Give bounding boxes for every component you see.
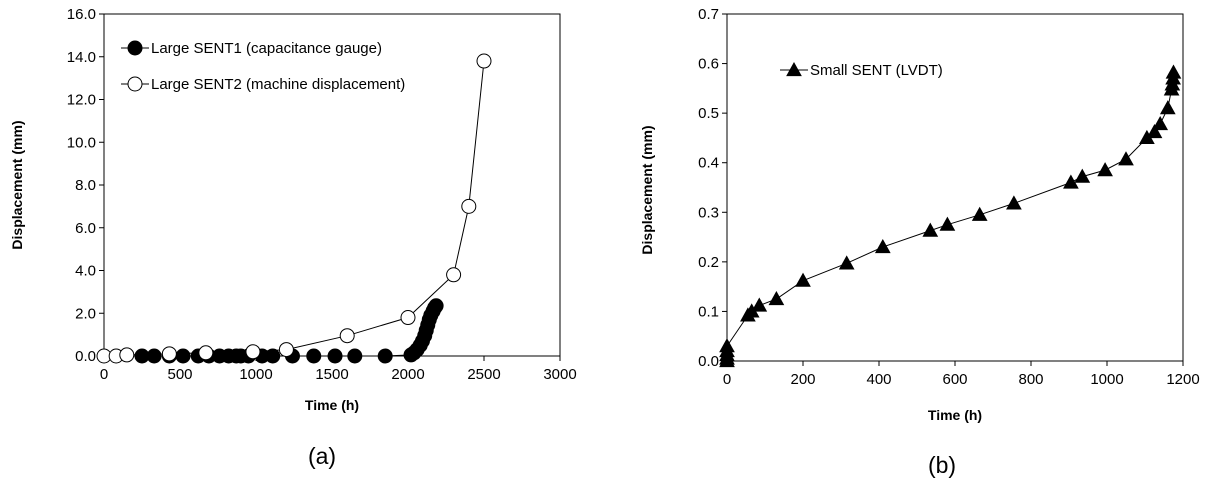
data-point: [119, 347, 135, 363]
data-point: [971, 206, 988, 221]
data-point: [1159, 100, 1176, 115]
data-point: [1097, 162, 1113, 177]
y-tick-label: 0.1: [698, 303, 719, 320]
panel-label-a: (a): [308, 443, 336, 469]
legend-entry: Small SENT (LVDT): [780, 61, 943, 79]
data-point: [751, 297, 768, 312]
data-point: [400, 310, 416, 326]
legend-label: Large SENT2 (machine displacement): [151, 76, 405, 93]
x-axis-title-a: Time (h): [305, 397, 359, 413]
plot-area-a: [103, 13, 561, 357]
y-tick-label: 0.4: [698, 155, 719, 172]
legend-entry: Large SENT2 (machine displacement): [121, 76, 405, 93]
y-tick-label: 12.0: [67, 92, 96, 109]
ticks-a: 0 500 1000 1500 2000 2500 3000 0.0 2.0 4.0 6.0 8.0 1…: [67, 6, 577, 383]
data-point: [1074, 168, 1091, 183]
y-tick-label: 0.5: [698, 105, 719, 122]
data-point: [428, 298, 444, 314]
y-tick-label: 0.0: [75, 348, 96, 365]
x-tick-label: 2000: [391, 366, 424, 383]
legend-b: Small SENT (LVDT): [780, 61, 943, 79]
data-point: [461, 198, 477, 214]
y-tick-label: 8.0: [75, 177, 96, 194]
y-axis-title-b: Displacement (mm): [639, 125, 655, 254]
data-point: [768, 291, 785, 306]
y-tick-label: 14.0: [67, 49, 96, 66]
series-a: [96, 53, 492, 364]
legend-a: Large SENT1 (capacitance gauge) Large SEN…: [121, 40, 405, 93]
data-point: [1152, 116, 1169, 131]
y-tick-label: 0.6: [698, 56, 719, 73]
x-tick-label: 1000: [1090, 371, 1123, 388]
legend-marker: [127, 40, 143, 56]
ticks-b: 0 200 400 600 800 1000 1200 0.0 0.1 0.2 0.3 0.4 0.5 0…: [698, 6, 1200, 388]
x-tick-label: 1000: [239, 366, 272, 383]
data-point: [874, 238, 891, 254]
y-tick-label: 4.0: [75, 263, 96, 280]
data-point: [719, 338, 735, 353]
y-tick-label: 10.0: [67, 134, 96, 151]
series-0: [719, 64, 1182, 368]
data-point: [1118, 151, 1134, 166]
legend-label: Small SENT (LVDT): [810, 62, 943, 79]
y-tick-label: 0.7: [698, 6, 719, 23]
chart-panel-b: 0 200 400 600 800 1000 1200 0.0 0.1 0.2 0.3 0.4 0.5 0…: [639, 6, 1200, 478]
legend-marker: [786, 61, 802, 77]
data-point: [175, 348, 191, 364]
legend-marker: [127, 76, 143, 92]
x-tick-label: 1200: [1166, 371, 1199, 388]
data-point: [306, 348, 322, 364]
data-point: [265, 348, 281, 364]
series-1: [96, 53, 492, 364]
x-tick-label: 400: [866, 371, 891, 388]
x-tick-label: 200: [790, 371, 815, 388]
data-point: [939, 216, 956, 231]
data-point: [327, 348, 343, 364]
x-tick-label: 500: [167, 366, 192, 383]
data-point: [347, 348, 363, 364]
y-tick-label: 0.0: [698, 353, 719, 370]
data-point: [922, 222, 939, 237]
x-tick-label: 800: [1018, 371, 1043, 388]
x-axis-title-b: Time (h): [928, 407, 982, 423]
y-tick-label: 16.0: [67, 6, 96, 23]
y-tick-label: 2.0: [75, 305, 96, 322]
y-tick-label: 0.2: [698, 254, 719, 271]
x-tick-label: 0: [723, 371, 731, 388]
data-point: [278, 342, 294, 358]
data-point: [1165, 64, 1182, 79]
legend-label: Large SENT1 (capacitance gauge): [151, 40, 382, 57]
data-point: [1146, 123, 1163, 139]
y-tick-label: 0.3: [698, 204, 719, 221]
series-b: [719, 64, 1182, 368]
panel-label-b: (b): [928, 452, 956, 478]
data-point: [1006, 195, 1022, 210]
x-tick-label: 0: [100, 366, 108, 383]
data-point: [795, 272, 811, 287]
data-point: [838, 255, 855, 270]
legend-entry: Large SENT1 (capacitance gauge): [121, 40, 382, 57]
y-axis-title-a: Displacement (mm): [9, 120, 25, 249]
chart-panel-a: 0 500 1000 1500 2000 2500 3000 0.0 2.0 4.0 6.0 8.0 1…: [9, 6, 577, 469]
data-point: [245, 344, 261, 360]
data-point: [476, 53, 492, 69]
data-point: [377, 348, 393, 364]
x-tick-label: 1500: [315, 366, 348, 383]
x-tick-label: 2500: [467, 366, 500, 383]
data-point: [446, 267, 462, 283]
y-tick-label: 6.0: [75, 220, 96, 237]
data-point: [198, 345, 214, 361]
series-line: [726, 72, 1174, 361]
data-point: [161, 346, 177, 362]
x-tick-label: 600: [942, 371, 967, 388]
data-point: [1063, 174, 1079, 189]
data-point: [146, 348, 162, 364]
data-point: [339, 328, 355, 344]
x-tick-label: 3000: [543, 366, 576, 383]
